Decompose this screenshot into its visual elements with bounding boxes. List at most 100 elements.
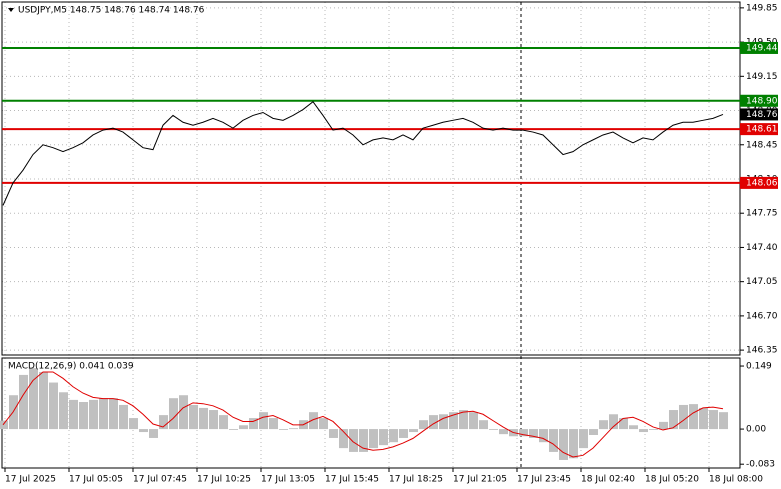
x-tick-label: 17 Jul 10:25 — [197, 475, 251, 485]
y-tick-label: 0.00 — [746, 425, 766, 435]
x-tick-label: 18 Jul 02:40 — [581, 475, 635, 485]
y-tick-label: 148.45 — [746, 140, 778, 150]
macd-bar — [319, 418, 328, 430]
macd-bar — [689, 404, 698, 430]
macd-bar — [639, 429, 648, 433]
y-tick-label: 147.40 — [746, 243, 778, 253]
macd-panel — [1, 357, 741, 469]
macd-bar — [569, 429, 578, 459]
signal-line — [2, 371, 724, 458]
level-label: 148.61 — [746, 125, 778, 135]
y-tick-label: 0.149 — [746, 362, 772, 372]
macd-bar — [219, 415, 228, 430]
macd-bar — [419, 420, 428, 430]
macd-bar — [579, 429, 588, 449]
y-tick-label: 146.35 — [746, 346, 778, 356]
level-label: 148.06 — [746, 178, 778, 188]
level-label-box — [740, 176, 778, 189]
macd-bar — [139, 429, 148, 433]
macd-bar — [279, 429, 288, 430]
macd-bar — [199, 407, 208, 430]
macd-bar — [109, 398, 118, 430]
macd-bar — [489, 429, 498, 430]
macd-bar — [719, 412, 728, 430]
macd-bar — [349, 429, 358, 452]
macd-bar — [389, 429, 398, 443]
macd-bar — [359, 429, 368, 452]
x-tick-label: 17 Jul 07:45 — [133, 475, 187, 485]
macd-bar — [409, 429, 418, 433]
macd-bar — [529, 429, 538, 438]
level-label-box — [740, 123, 778, 136]
x-tick-label: 17 Jul 13:05 — [261, 475, 315, 485]
menu-icon[interactable] — [8, 8, 14, 12]
last-price-box — [740, 108, 778, 121]
last-price-label: 148.76 — [746, 110, 778, 120]
grid — [2, 2, 740, 468]
macd-bar — [479, 420, 488, 430]
macd-bar — [39, 371, 48, 430]
macd-bar — [459, 410, 468, 430]
x-tick-label: 18 Jul 05:20 — [645, 475, 699, 485]
x-tick-label: 17 Jul 18:25 — [389, 475, 443, 485]
macd-bar — [209, 410, 218, 430]
macd-bar — [429, 415, 438, 430]
macd-bar — [19, 374, 28, 430]
macd-bar — [539, 429, 548, 443]
macd-bar — [259, 412, 268, 430]
macd-bar — [629, 425, 638, 430]
macd-bar — [79, 402, 88, 430]
macd-bar — [619, 418, 628, 430]
x-tick-label: 17 Jul 23:45 — [517, 475, 571, 485]
macd-bar — [129, 418, 138, 430]
macd-bar — [159, 415, 168, 430]
macd-bar — [559, 429, 568, 460]
plot — [0, 46, 740, 460]
macd-bar — [519, 429, 528, 437]
macd-bar — [89, 399, 98, 430]
macd-bar — [599, 420, 608, 430]
y-tick-label: 147.05 — [746, 277, 778, 287]
macd-bar — [0, 420, 8, 430]
x-tick-label: 17 Jul 2025 — [5, 475, 56, 485]
macd-bar — [99, 398, 108, 430]
chart-title: USDJPY,M5 148.75 148.76 148.74 148.76 — [18, 6, 205, 16]
macd-bar — [149, 429, 158, 438]
macd-bar — [369, 429, 378, 449]
macd-bar — [169, 398, 178, 430]
y-tick-label: 149.85 — [746, 3, 778, 13]
macd-bar — [49, 382, 58, 430]
macd-bar — [589, 429, 598, 435]
macd-bar — [179, 395, 188, 430]
level-label: 149.44 — [746, 43, 778, 53]
macd-bar — [679, 404, 688, 430]
level-label-box — [740, 94, 778, 107]
x-tick-label: 18 Jul 08:00 — [709, 475, 763, 485]
macd-bar — [659, 421, 668, 430]
macd-bar — [699, 407, 708, 430]
y-tick-label: 149.15 — [746, 72, 778, 82]
price-line — [2, 101, 724, 206]
macd-bar — [709, 410, 718, 430]
y-tick-label: -0.083 — [746, 460, 775, 470]
macd-bar — [439, 414, 448, 430]
macd-title: MACD(12,26,9) 0.041 0.039 — [8, 362, 134, 372]
macd-bar — [339, 429, 348, 449]
macd-bar — [269, 418, 278, 430]
macd-bar — [309, 412, 318, 430]
macd-bar — [119, 404, 128, 430]
macd-bar — [399, 429, 408, 438]
macd-bar — [649, 429, 658, 430]
macd-bar — [469, 412, 478, 430]
y-tick-label: 146.70 — [746, 311, 778, 321]
y-tick-label: 147.75 — [746, 209, 778, 219]
x-tick-label: 17 Jul 15:45 — [325, 475, 379, 485]
macd-bar — [329, 429, 338, 438]
macd-bar — [379, 429, 388, 446]
macd-bar — [59, 392, 68, 430]
macd-bar — [239, 425, 248, 430]
macd-bar — [249, 418, 258, 430]
macd-bar — [69, 399, 78, 430]
